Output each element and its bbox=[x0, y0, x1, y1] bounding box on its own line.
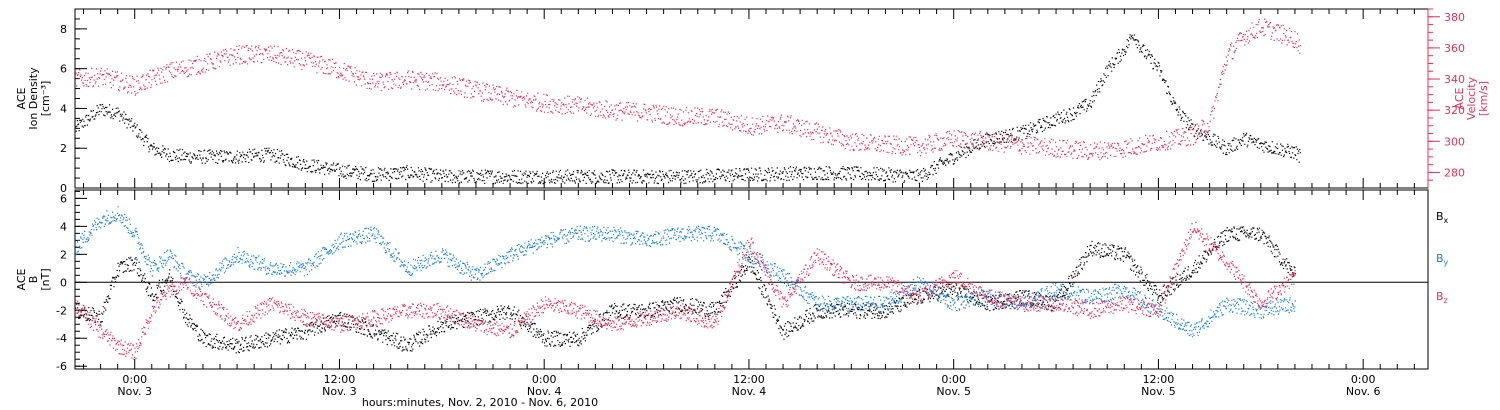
x-tick-time: 0:00 bbox=[122, 373, 147, 386]
velocity-series bbox=[75, 18, 1301, 161]
x-tick-day: Nov. 5 bbox=[936, 385, 971, 398]
density-label-line-0: ACE bbox=[15, 87, 28, 109]
velocity-axis-label: ACE Velocity [km/s] bbox=[1453, 76, 1490, 120]
density-tick-label: 2 bbox=[60, 142, 67, 155]
x-tick-day: Nov. 6 bbox=[1346, 385, 1381, 398]
density-tick-label: 6 bbox=[60, 63, 67, 76]
field-axis-label: ACE B [nT] bbox=[15, 268, 52, 290]
plasma-panel-frame bbox=[74, 8, 1429, 189]
velocity-label-line-2: [km/s] bbox=[1477, 81, 1490, 116]
magnetic-field-panel: -6 -4 -2 0 2 4 6 ACE B [nT] Bx By Bz bbox=[15, 189, 1449, 373]
velocity-tick-label: 380 bbox=[1444, 11, 1465, 24]
legend-bx: Bx bbox=[1436, 210, 1449, 225]
velocity-tick-label: 280 bbox=[1444, 166, 1465, 179]
x-tick-time: 12:00 bbox=[1143, 373, 1175, 386]
x-tick-day: Nov. 3 bbox=[117, 385, 152, 398]
x-tick-day: Nov. 5 bbox=[1141, 385, 1176, 398]
bz-points bbox=[75, 221, 1296, 360]
field-label-line-1: B bbox=[27, 276, 40, 284]
density-label-line-2: [cm⁻³] bbox=[39, 81, 52, 117]
bx-points bbox=[75, 226, 1296, 354]
x-tick-day: Nov. 3 bbox=[322, 385, 357, 398]
velocity-tick-label: 300 bbox=[1444, 135, 1465, 148]
x-tick-time: 12:00 bbox=[733, 373, 765, 386]
field-tick-label: 4 bbox=[60, 220, 67, 233]
field-tick-label: 0 bbox=[60, 276, 67, 289]
density-series bbox=[75, 34, 1301, 185]
field-tick-label: -4 bbox=[56, 332, 67, 345]
x-tick-day: Nov. 4 bbox=[527, 385, 562, 398]
by-points bbox=[75, 206, 1296, 338]
x-tick-time: 0:00 bbox=[941, 373, 966, 386]
velocity-tick-label: 340 bbox=[1444, 73, 1465, 86]
field-tick-label: -6 bbox=[56, 360, 67, 373]
magnetic-panel-frame bbox=[74, 189, 1429, 370]
field-label-line-0: ACE bbox=[15, 268, 28, 290]
field-tick-label: 2 bbox=[60, 248, 67, 261]
density-axis-ticks: 0 2 4 6 8 bbox=[60, 8, 87, 195]
field-tick-label: 6 bbox=[60, 192, 67, 205]
velocity-label-line-1: Velocity bbox=[1465, 76, 1478, 120]
density-label-line-1: Ion Density bbox=[27, 67, 40, 130]
x-tick-time: 0:00 bbox=[532, 373, 557, 386]
velocity-axis-ticks: 280 300 320 340 360 380 bbox=[1427, 8, 1465, 188]
legend-bz: Bz bbox=[1436, 290, 1448, 305]
density-tick-label: 0 bbox=[60, 182, 67, 195]
field-tick-label: -2 bbox=[56, 304, 67, 317]
field-legend: Bx By Bz bbox=[1436, 210, 1449, 305]
x-tick-day: Nov. 4 bbox=[732, 385, 767, 398]
velocity-points bbox=[75, 18, 1301, 161]
x-tick-time: 0:00 bbox=[1351, 373, 1376, 386]
density-axis-label: ACE Ion Density [cm⁻³] bbox=[15, 67, 52, 130]
legend-by: By bbox=[1436, 252, 1449, 267]
density-points bbox=[75, 34, 1301, 185]
density-tick-label: 8 bbox=[60, 23, 67, 36]
velocity-tick-label: 360 bbox=[1444, 42, 1465, 55]
x-tick-time: 12:00 bbox=[324, 373, 356, 386]
velocity-tick-label: 320 bbox=[1444, 104, 1465, 117]
field-series bbox=[75, 206, 1296, 360]
field-axis-ticks: -6 -4 -2 0 2 4 6 bbox=[56, 190, 87, 373]
field-label-line-2: [nT] bbox=[39, 268, 52, 290]
velocity-label-line-0: ACE bbox=[1453, 87, 1466, 109]
time-axis-label: hours:minutes, Nov. 2, 2010 - Nov. 6, 20… bbox=[362, 396, 598, 409]
density-tick-label: 4 bbox=[60, 102, 67, 115]
